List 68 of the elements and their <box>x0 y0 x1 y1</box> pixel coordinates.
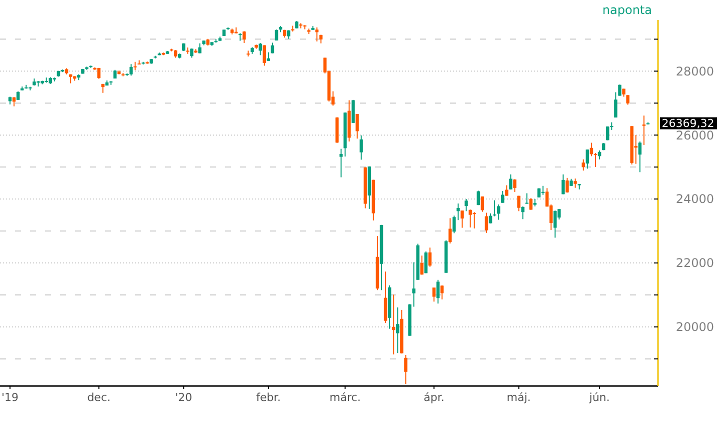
candlestick <box>315 26 318 42</box>
candlestick <box>476 190 480 206</box>
candlestick <box>492 200 496 217</box>
x-tick-label: máj. <box>506 391 531 404</box>
candlestick <box>537 188 541 198</box>
candlestick <box>517 195 520 212</box>
candlestick <box>501 190 504 204</box>
candlestick <box>460 210 464 228</box>
candlestick <box>513 178 516 192</box>
candlestick <box>352 99 355 124</box>
candlestick <box>480 196 484 212</box>
candlestick <box>258 42 262 56</box>
candlestick <box>529 198 532 210</box>
candlestick <box>440 284 444 300</box>
candlestick <box>566 177 569 194</box>
candlestick <box>496 204 500 220</box>
candlestick <box>484 212 488 234</box>
candlestick <box>468 209 472 228</box>
candlestick <box>618 84 622 96</box>
candlestick <box>642 115 646 146</box>
y-tick-label: 26000 <box>676 128 714 142</box>
x-tick-label: ápr. <box>424 391 444 404</box>
candlestick <box>626 94 630 106</box>
candlestick <box>356 113 359 140</box>
y-tick-label: 22000 <box>676 256 714 270</box>
x-tick-label: jún. <box>588 391 610 404</box>
candlestick <box>396 306 400 354</box>
candlestick <box>562 174 565 195</box>
candlestick <box>594 152 598 168</box>
candlestick <box>582 158 585 172</box>
candlestick <box>525 192 528 204</box>
candlestick <box>424 250 428 274</box>
chart-subtitle: naponta <box>602 3 652 17</box>
candlestick <box>242 30 246 44</box>
candlestick <box>432 287 436 302</box>
candlestick <box>586 148 590 170</box>
x-tick-label: febr. <box>256 391 281 404</box>
candlestick <box>464 198 468 212</box>
y-tick-label: 24000 <box>676 192 714 206</box>
candlestick <box>428 247 432 268</box>
candlestick <box>130 64 133 76</box>
candlestick <box>521 206 524 220</box>
candlestick <box>505 184 508 196</box>
candlestick <box>448 218 452 244</box>
candlestick <box>554 210 557 238</box>
candlestick <box>404 354 408 385</box>
candlestick <box>436 279 440 304</box>
y-tick-label: 28000 <box>676 64 714 78</box>
x-tick-label: '20 <box>175 391 192 404</box>
candlestick <box>420 255 424 276</box>
candlestick <box>509 174 512 190</box>
x-tick-label: '19 <box>2 391 19 404</box>
x-tick-label: márc. <box>330 391 361 404</box>
candlestick <box>340 148 343 178</box>
candlestick <box>574 178 577 188</box>
candlestick <box>262 44 266 66</box>
candlestick <box>614 92 618 118</box>
text: 26369,32 <box>662 117 714 130</box>
candlestick <box>488 212 492 224</box>
candlestick <box>238 32 242 42</box>
candlestick <box>299 22 302 29</box>
x-tick-label: dec. <box>87 391 110 404</box>
candlestick <box>360 134 363 160</box>
candlestick <box>638 140 642 173</box>
candlestick <box>274 29 278 41</box>
y-tick-label: 20000 <box>676 320 714 334</box>
candlestick <box>472 212 476 229</box>
candlestick <box>384 271 388 324</box>
